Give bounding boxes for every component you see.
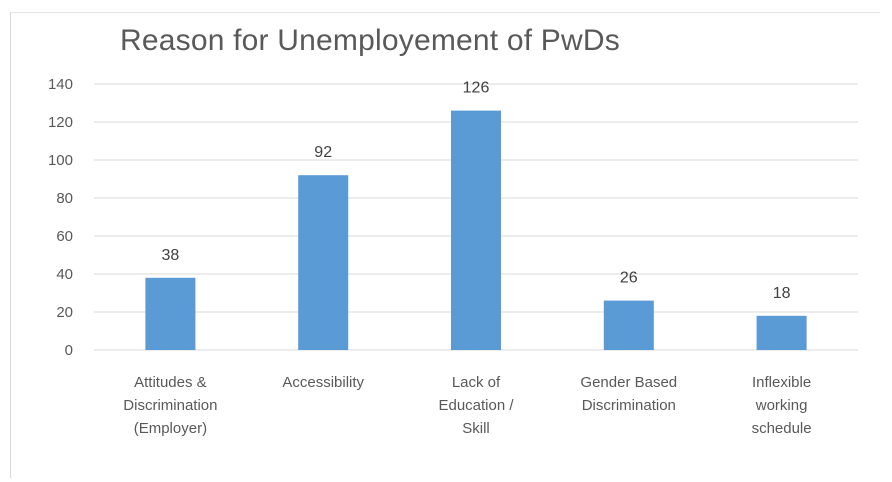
bar (451, 110, 501, 350)
chart-title: Reason for Unemployement of PwDs (120, 24, 620, 57)
x-tick-label: Attitudes & Discrimination (Employer) (123, 374, 217, 437)
data-label: 26 (620, 270, 638, 287)
y-tick-label: 0 (65, 342, 73, 359)
bar (145, 277, 196, 350)
y-tick-label: 140 (48, 76, 73, 93)
category-labels: Attitudes & Discrimination (Employer) Acces… (123, 374, 811, 437)
chart-frame (10, 12, 880, 478)
x-tick-label: Inflexible working schedule (752, 374, 812, 437)
bar (298, 175, 349, 350)
data-label: 126 (463, 80, 490, 97)
bar (756, 315, 807, 350)
y-tick-label: 20 (56, 304, 73, 321)
data-labels: 38 92 126 26 18 (162, 80, 791, 302)
y-tick-label: 40 (56, 266, 73, 283)
y-axis-ticks: 0 20 40 60 80 100 120 140 (48, 76, 73, 359)
data-label: 18 (773, 285, 791, 302)
data-label: 92 (314, 144, 332, 161)
y-tick-label: 60 (56, 228, 73, 245)
x-tick-label: Accessibility (282, 374, 364, 391)
x-tick-label: Gender Based Discrimination (580, 374, 677, 414)
bars (145, 110, 807, 350)
bar (603, 300, 654, 350)
y-tick-label: 100 (48, 152, 73, 169)
data-label: 38 (162, 247, 180, 264)
y-tick-label: 120 (48, 114, 73, 131)
y-tick-label: 80 (56, 190, 73, 207)
x-tick-label: Lack of Education / Skill (438, 374, 514, 437)
